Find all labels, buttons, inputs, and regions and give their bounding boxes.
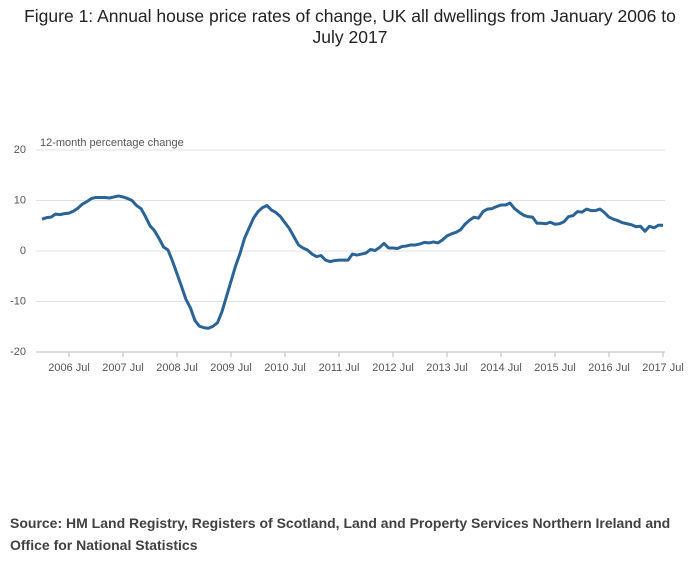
y-tick-label: 10 — [14, 194, 26, 206]
x-tick-label: 2009 Jul — [210, 362, 252, 374]
chart-title: Figure 1: Annual house price rates of ch… — [24, 6, 676, 47]
y-tick-label: -10 — [10, 295, 26, 307]
x-tick-label: 2008 Jul — [156, 362, 198, 374]
y-tick-label: -20 — [10, 346, 26, 358]
x-tick-label: 2014 Jul — [480, 362, 522, 374]
x-tick-label: 2013 Jul — [426, 362, 468, 374]
source-note: Source: HM Land Registry, Registers of S… — [10, 515, 671, 553]
x-tick-label: 2015 Jul — [534, 362, 576, 374]
y-tick-label: 0 — [20, 245, 26, 257]
x-tick-label: 2010 Jul — [264, 362, 306, 374]
y-tick-label: 20 — [14, 144, 26, 156]
chart: 12-month percentage change -20 -10 0 10 20 20… — [10, 137, 684, 374]
x-tick-label: 2017 Jul — [642, 362, 684, 374]
data-line — [41, 194, 663, 330]
y-axis-label: 12-month percentage change — [40, 137, 184, 149]
x-tick-label: 2011 Jul — [319, 362, 360, 374]
x-tick-label: 2006 Jul — [48, 362, 90, 374]
x-tick-label: 2012 Jul — [372, 362, 414, 374]
x-tick-label: 2016 Jul — [588, 362, 630, 374]
x-tick-label: 2007 Jul — [102, 362, 144, 374]
